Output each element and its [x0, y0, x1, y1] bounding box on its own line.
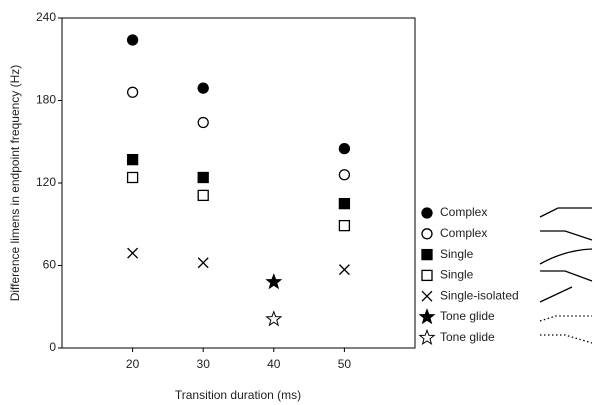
legend-label: Complex: [440, 226, 487, 240]
marker: [197, 189, 209, 202]
legend-label: Single: [440, 268, 474, 282]
legend-label: Tone glide: [440, 309, 495, 323]
marker: [197, 257, 209, 269]
legend-item: Tone glide: [418, 328, 495, 346]
marker: [338, 142, 351, 155]
x-tick-label: 40: [267, 357, 281, 371]
y-tick-label: 0: [49, 340, 56, 354]
marker: [338, 219, 351, 232]
x-axis-label: Transition duration (ms): [175, 388, 301, 402]
marker: [421, 248, 433, 261]
glyph: [539, 286, 573, 303]
marker: [421, 228, 433, 240]
series: [265, 273, 283, 290]
marker: [265, 310, 283, 327]
marker-stroke: [127, 247, 139, 259]
y-tick-label: 180: [36, 93, 56, 107]
y-axis-label: Difference limens in endpoint frequency …: [8, 65, 22, 302]
glyph: [540, 230, 593, 241]
glyph: [539, 315, 592, 322]
legend-item: Single: [421, 268, 474, 282]
legend-label: Complex: [440, 205, 487, 219]
glyph: [540, 270, 593, 282]
marker: [126, 171, 139, 184]
y-tick-label: 240: [36, 10, 56, 24]
marker: [265, 273, 283, 290]
marker-stroke: [197, 257, 209, 269]
legend-item: Single: [421, 247, 474, 261]
x-tick-label: 50: [338, 357, 352, 371]
marker: [338, 264, 350, 276]
legend-item: Complex: [421, 205, 487, 219]
marker: [421, 269, 433, 282]
marker: [197, 171, 209, 184]
series: [126, 34, 351, 155]
marker-stroke: [338, 264, 350, 276]
glyph: [540, 334, 593, 344]
x-tick-label: 30: [197, 357, 211, 371]
marker: [418, 328, 436, 346]
x-tick-label: 20: [126, 357, 140, 371]
series: [126, 171, 351, 232]
series: [265, 310, 283, 327]
marker: [126, 86, 139, 98]
glyph: [539, 207, 592, 218]
legend-item: Tone glide: [418, 308, 495, 325]
marker: [418, 308, 436, 325]
y-tick-label: 120: [36, 175, 56, 189]
legend-item: Complex: [421, 226, 487, 240]
legend-glyphs: [539, 207, 593, 344]
marker: [126, 34, 139, 46]
legend-label: Tone glide: [440, 330, 495, 344]
marker: [421, 207, 433, 219]
marker: [197, 116, 209, 129]
marker: [197, 82, 209, 94]
marker: [338, 169, 351, 181]
legend-label: Single: [440, 247, 474, 261]
series: [126, 86, 351, 181]
plot-frame: [61, 17, 416, 349]
marker-stroke: [421, 290, 433, 302]
series: [127, 247, 350, 276]
marker: [127, 247, 139, 259]
legend-item: Single-isolated: [421, 288, 519, 302]
marker: [421, 290, 433, 302]
series: [126, 153, 351, 210]
marker: [126, 153, 139, 166]
marker: [338, 197, 351, 210]
y-tick-label: 60: [43, 258, 57, 272]
glyph: [539, 248, 593, 265]
legend-label: Single-isolated: [440, 288, 519, 302]
